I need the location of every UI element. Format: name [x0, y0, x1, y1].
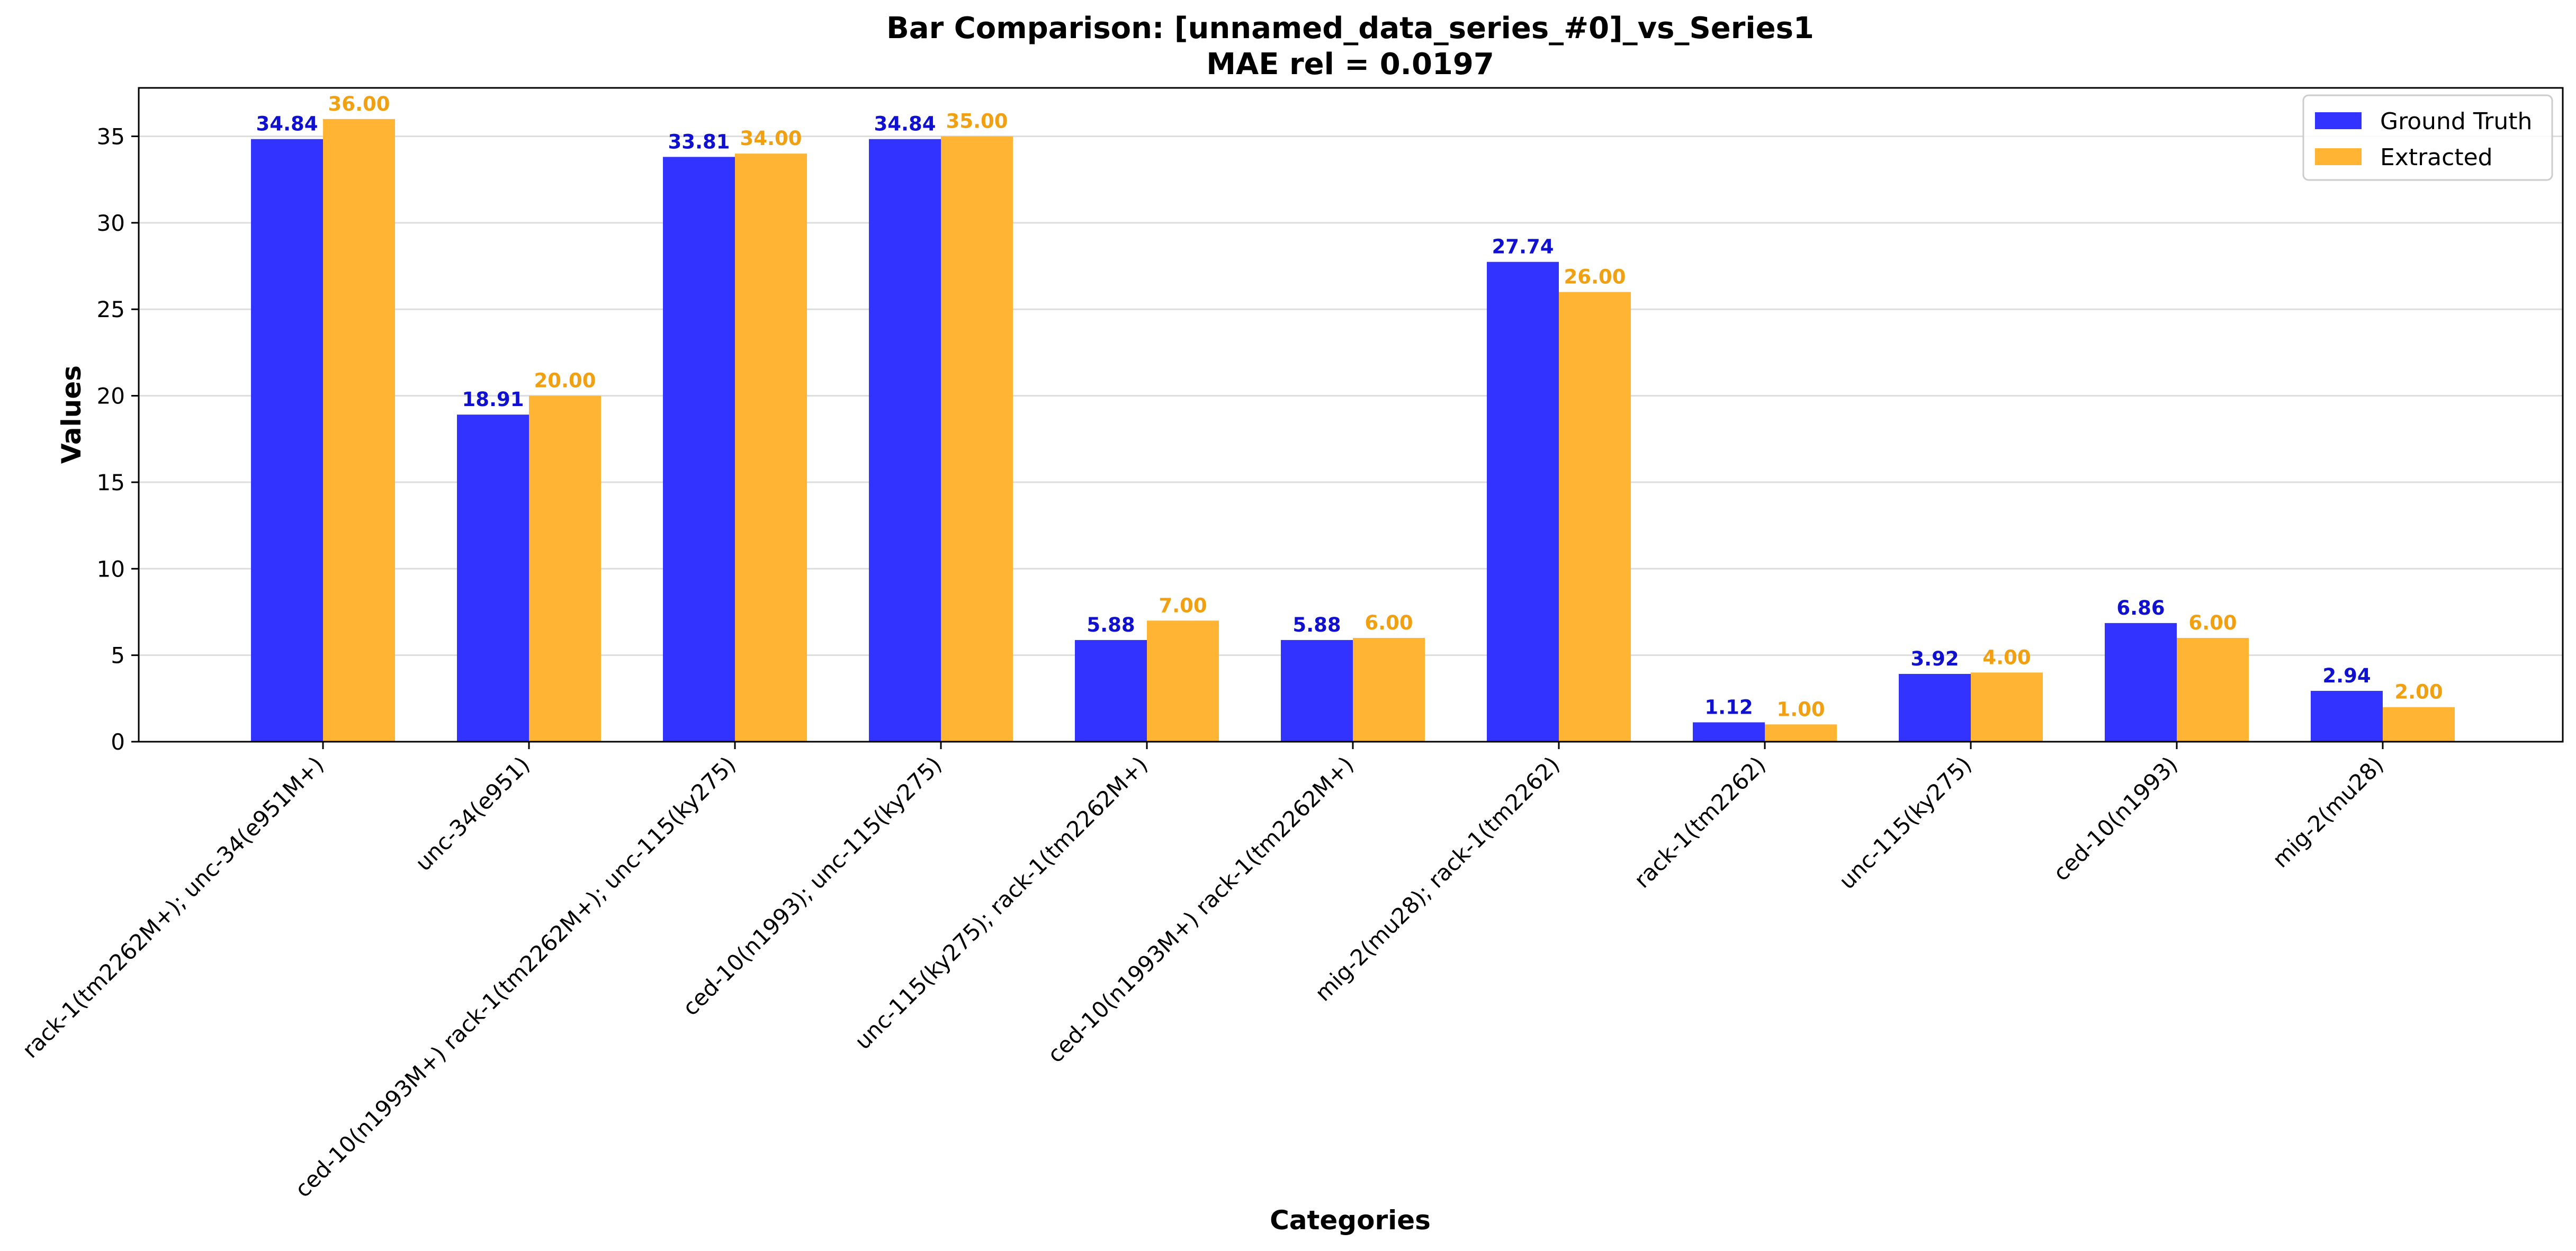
bar-ground-truth	[1693, 722, 1765, 742]
data-label-extracted: 35.00	[946, 110, 1008, 132]
x-tick-label: unc-115(ky275)	[1834, 751, 1977, 894]
bar-extracted	[2383, 707, 2455, 742]
bar-ground-truth	[869, 139, 941, 742]
bar-extracted	[323, 119, 395, 742]
data-labels: 34.84 18.91 33.81 34.84 5.88 5.88 27.74 1.12 3.9…	[256, 93, 2443, 721]
x-axis-title: Categories	[1270, 1205, 1431, 1236]
bar-extracted	[1353, 637, 1425, 742]
data-label-extracted: 1.00	[1776, 698, 1825, 721]
bar-ground-truth	[1899, 673, 1971, 742]
data-label-extracted: 7.00	[1159, 594, 1207, 617]
data-label-ground-truth: 34.84	[256, 113, 318, 136]
data-label-ground-truth: 2.94	[2322, 664, 2371, 687]
data-label-extracted: 20.00	[534, 370, 596, 392]
x-tick-label: mig-2(mu28)	[2267, 751, 2389, 872]
bar-ground-truth	[2311, 690, 2383, 742]
y-tick-label: 30	[97, 210, 125, 236]
y-axis-title: Values	[56, 365, 87, 464]
x-tick-label: ced-10(n1993)	[2048, 751, 2183, 886]
plot-frame	[138, 87, 2564, 743]
y-tick-label: 5	[111, 643, 125, 669]
bar-ground-truth	[1075, 640, 1147, 742]
bar-extracted	[941, 136, 1013, 742]
data-label-ground-truth: 27.74	[1492, 236, 1554, 258]
data-label-extracted: 6.00	[2188, 611, 2237, 634]
bar-extracted	[2177, 637, 2249, 742]
data-label-extracted: 4.00	[1982, 646, 2031, 669]
chart-subtitle: MAE rel = 0.0197	[1206, 47, 1494, 82]
y-tick-label: 35	[97, 123, 125, 149]
bar-extracted	[735, 154, 807, 742]
y-tick-label: 15	[97, 470, 125, 496]
legend-frame	[2302, 94, 2553, 181]
data-label-ground-truth: 33.81	[668, 130, 730, 153]
bar-ground-truth	[2105, 623, 2177, 742]
x-tick-label: ced-10(n1993M+) rack-1(tm2262M+); unc-11…	[290, 751, 741, 1202]
data-label-extracted: 6.00	[1365, 611, 1413, 634]
data-label-ground-truth: 5.88	[1293, 614, 1341, 636]
y-tick-label: 0	[111, 729, 125, 755]
x-tick-label: unc-34(e951)	[410, 751, 535, 876]
x-axis: rack-1(tm2262M+); unc-34(e951M+) unc-34(e…	[17, 742, 2389, 1202]
legend-swatch-extracted	[2315, 148, 2362, 165]
data-label-extracted: 34.00	[740, 127, 802, 150]
bar-extracted	[1147, 620, 1219, 742]
x-tick-label: mig-2(mu28); rack-1(tm2262)	[1310, 751, 1565, 1006]
bar-ground-truth	[1487, 262, 1559, 742]
bar-extracted	[1971, 672, 2043, 742]
y-tick-label: 10	[97, 556, 125, 582]
data-label-ground-truth: 1.12	[1704, 696, 1753, 718]
data-label-extracted: 36.00	[328, 93, 390, 115]
bar-ground-truth	[663, 157, 735, 742]
x-tick-label: rack-1(tm2262)	[1629, 751, 1771, 893]
chart-title: Bar Comparison: [unnamed_data_series_#0]…	[886, 11, 1814, 46]
y-tick-label: 25	[97, 296, 125, 322]
data-label-extracted: 26.00	[1564, 266, 1626, 289]
data-label-ground-truth: 18.91	[462, 388, 524, 411]
data-label-ground-truth: 6.86	[2116, 597, 2165, 619]
data-label-ground-truth: 5.88	[1087, 614, 1135, 636]
data-label-ground-truth: 34.84	[874, 113, 936, 136]
bar-extracted	[529, 395, 601, 742]
x-tick-label: rack-1(tm2262M+); unc-34(e951M+)	[17, 751, 329, 1063]
legend-label-ground-truth: Ground Truth	[2380, 108, 2532, 135]
y-tick-label: 20	[97, 383, 125, 409]
bar-extracted	[1559, 292, 1631, 742]
data-label-ground-truth: 3.92	[1910, 647, 1959, 670]
y-axis: 0 5 10 15 20 25 30 35	[97, 123, 139, 755]
bar-ground-truth	[457, 415, 529, 742]
data-label-extracted: 2.00	[2394, 681, 2443, 704]
bar-extracted	[1765, 724, 1837, 742]
bars	[251, 119, 2455, 742]
legend: Ground Truth Extracted	[2302, 94, 2553, 181]
legend-swatch-ground-truth	[2315, 112, 2362, 129]
bar-ground-truth	[1281, 640, 1353, 742]
bar-ground-truth	[251, 139, 323, 742]
legend-label-extracted: Extracted	[2380, 144, 2493, 171]
